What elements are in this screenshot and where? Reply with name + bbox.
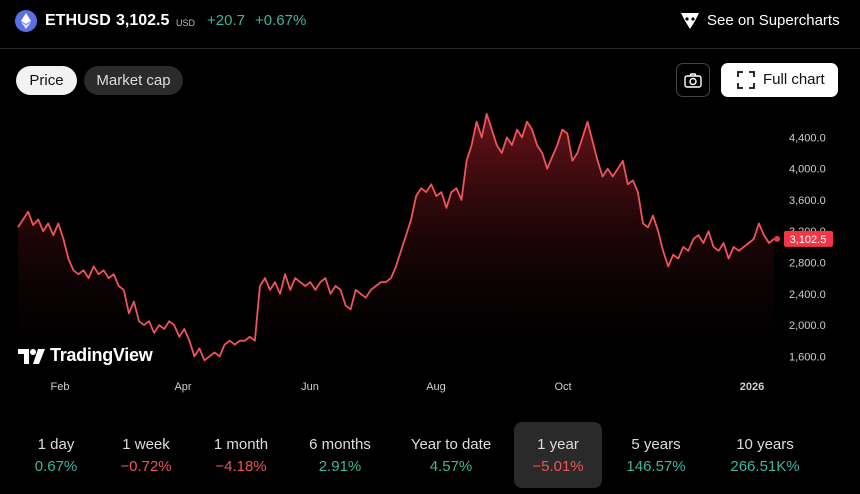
x-tick-label: 2026 — [740, 381, 764, 393]
price-area-fill — [18, 113, 774, 373]
period-year-to-date[interactable]: Year to date 4.57% — [401, 422, 501, 488]
y-tick-label: 2,000.0 — [789, 320, 826, 332]
price-change: +20.7 — [207, 12, 245, 29]
period-label: 1 month — [213, 436, 269, 453]
period-label: 1 year — [537, 436, 579, 453]
period-label: 10 years — [736, 436, 794, 453]
period-6-months[interactable]: 6 months 2.91% — [290, 422, 390, 488]
tradingview-wordmark: TradingView — [50, 345, 153, 365]
x-tick-label: Apr — [174, 381, 191, 393]
period-10-years[interactable]: 10 years 266.51K% — [715, 422, 815, 488]
period-1-year[interactable]: 1 year −5.01% — [514, 422, 602, 488]
period-label: Year to date — [410, 436, 492, 453]
period-5-years[interactable]: 5 years 146.57% — [606, 422, 706, 488]
last-price: 3,102.5 — [116, 12, 170, 29]
price-change-percent: +0.67% — [255, 12, 307, 29]
period-change: 146.57% — [626, 458, 686, 475]
tradingview-logo: TradingView — [18, 345, 168, 367]
price-chart[interactable]: 4,400.04,000.03,600.03,200.02,800.02,400… — [0, 100, 860, 400]
period-label: 1 day — [37, 436, 75, 453]
ethereum-icon — [15, 10, 37, 32]
period-label: 5 years — [631, 436, 681, 453]
full-chart-label: Full chart — [763, 71, 825, 88]
y-tick-label: 3,600.0 — [789, 195, 826, 207]
period-1-week[interactable]: 1 week −0.72% — [96, 422, 196, 488]
period-1-month[interactable]: 1 month −4.18% — [191, 422, 291, 488]
fullscreen-icon — [737, 71, 755, 89]
last-price-tag-label: 3,102.5 — [790, 234, 827, 246]
period-change: 2.91% — [318, 458, 362, 475]
see-on-supercharts-link[interactable]: See on Supercharts — [676, 9, 846, 33]
period-change: −4.18% — [215, 458, 267, 475]
period-1-day[interactable]: 1 day 0.67% — [6, 422, 106, 488]
tab-price[interactable]: Price — [16, 66, 77, 95]
supercharts-label: See on Supercharts — [707, 12, 840, 29]
y-tick-label: 4,000.0 — [789, 164, 826, 176]
period-selector: 1 day 0.67% 1 week −0.72% 1 month −4.18% 6 mon… — [0, 422, 860, 488]
currency-unit: USD — [176, 18, 196, 28]
x-tick-label: Aug — [426, 381, 446, 393]
period-change: 266.51K% — [730, 458, 800, 475]
x-tick-label: Feb — [51, 381, 70, 393]
x-tick-label: Jun — [301, 381, 319, 393]
camera-icon — [684, 73, 702, 88]
y-tick-label: 4,400.0 — [789, 132, 826, 144]
period-label: 1 week — [122, 436, 170, 453]
period-change: 4.57% — [429, 458, 473, 475]
supercharts-icon — [679, 11, 701, 36]
price-line — [17, 113, 775, 362]
y-tick-label: 1,600.0 — [789, 351, 826, 363]
tab-market-cap[interactable]: Market cap — [84, 66, 183, 95]
symbol-name: ETHUSD — [45, 12, 111, 29]
camera-button[interactable] — [676, 63, 710, 97]
header: ETHUSD 3,102.5 USD +20.7 +0.67% See on S… — [0, 0, 860, 46]
period-change: −5.01% — [532, 458, 584, 475]
x-tick-label: Oct — [554, 381, 571, 393]
y-tick-label: 2,400.0 — [789, 289, 826, 301]
last-price-tag — [784, 230, 833, 247]
period-label: 6 months — [309, 436, 371, 453]
y-tick-label: 2,800.0 — [789, 258, 826, 270]
full-chart-button[interactable]: Full chart — [721, 63, 838, 97]
last-price-dot — [774, 235, 780, 242]
period-change: −0.72% — [120, 458, 172, 475]
header-divider — [0, 48, 860, 49]
period-change: 0.67% — [34, 458, 78, 475]
